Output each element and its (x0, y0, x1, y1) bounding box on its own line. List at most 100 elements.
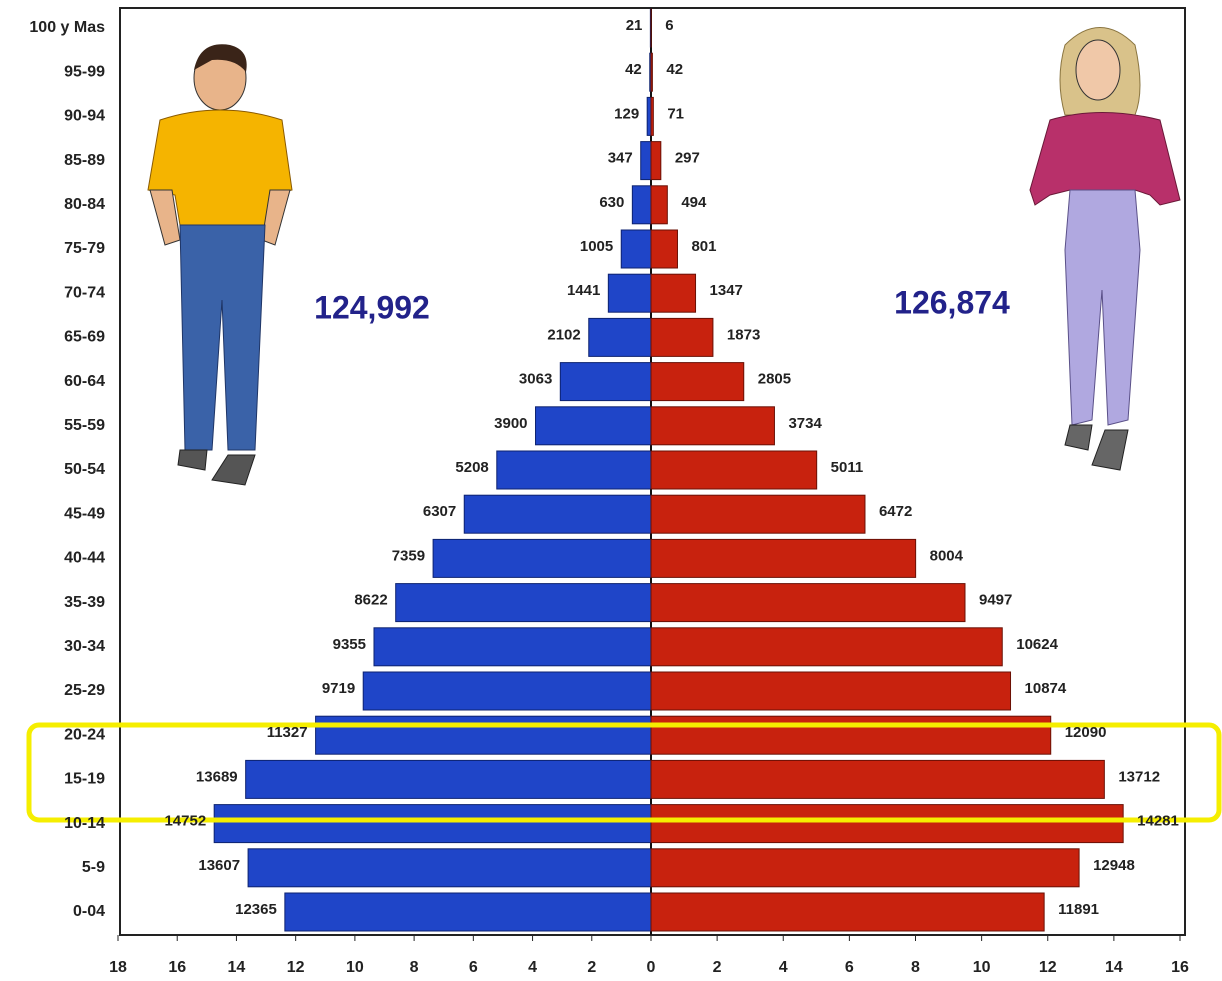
female-bar (650, 804, 1124, 844)
x-tick-label: 18 (109, 959, 127, 976)
female-value-label: 42 (666, 61, 683, 78)
female-bar (650, 450, 818, 490)
category-label: 10-14 (64, 815, 105, 832)
female-bar (650, 185, 668, 225)
category-label: 75-79 (64, 240, 105, 257)
category-label: 95-99 (64, 63, 105, 80)
female-value-label: 5011 (831, 459, 864, 476)
x-tick-label: 4 (528, 959, 537, 976)
female-bar (650, 141, 662, 181)
male-value-label: 6307 (423, 503, 456, 520)
category-label: 25-29 (64, 682, 105, 699)
category-label: 50-54 (64, 461, 105, 478)
male-total: 124,992 (314, 289, 430, 325)
female-bar (650, 96, 654, 136)
male-bar (247, 848, 652, 888)
female-value-label: 9497 (979, 592, 1012, 609)
male-value-label: 9719 (322, 680, 355, 697)
female-bar (650, 362, 745, 402)
category-label: 15-19 (64, 771, 105, 788)
category-label: 30-34 (64, 638, 105, 655)
male-value-label: 129 (614, 105, 639, 122)
category-label: 60-64 (64, 373, 105, 390)
male-bar (620, 229, 652, 269)
male-bar (559, 362, 652, 402)
male-value-label: 1005 (580, 238, 613, 255)
male-value-label: 42 (625, 61, 642, 78)
female-value-label: 801 (691, 238, 716, 255)
female-bar (650, 671, 1012, 711)
x-tick-label: 12 (1039, 959, 1057, 976)
female-bar (650, 229, 678, 269)
category-label: 45-49 (64, 505, 105, 522)
female-value-label: 14281 (1137, 813, 1179, 830)
category-label: 35-39 (64, 594, 105, 611)
male-value-label: 13607 (198, 857, 240, 874)
x-tick-label: 12 (287, 959, 305, 976)
category-label: 0-04 (73, 903, 105, 920)
male-value-label: 3063 (519, 371, 552, 388)
male-value-label: 9355 (333, 636, 366, 653)
male-value-label: 13689 (196, 768, 238, 785)
male-value-label: 5208 (455, 459, 488, 476)
female-bar (650, 494, 866, 534)
x-tick-label: 10 (973, 959, 991, 976)
female-value-label: 3734 (788, 415, 822, 432)
male-value-label: 7359 (392, 547, 425, 564)
female-value-label: 1873 (727, 326, 760, 343)
category-label: 100 y Mas (29, 19, 105, 36)
category-label: 5-9 (82, 859, 105, 876)
female-value-label: 10624 (1016, 636, 1058, 653)
x-tick-label: 14 (1105, 959, 1123, 976)
bars (213, 8, 1124, 932)
category-label: 20-24 (64, 726, 105, 743)
female-value-label: 12090 (1065, 724, 1107, 741)
male-bar (631, 185, 652, 225)
male-value-label: 1441 (567, 282, 600, 299)
female-value-label: 71 (667, 105, 684, 122)
x-tick-label: 2 (713, 959, 722, 976)
male-bar (362, 671, 652, 711)
male-value-label: 12365 (235, 901, 277, 918)
male-bar (535, 406, 652, 446)
male-value-label: 8622 (354, 592, 387, 609)
male-bar (315, 715, 652, 755)
female-total: 126,874 (894, 284, 1010, 320)
male-value-label: 11327 (267, 724, 308, 741)
female-value-label: 8004 (930, 547, 964, 564)
category-label: 55-59 (64, 417, 105, 434)
x-tick-label: 8 (911, 959, 920, 976)
x-tick-label: 0 (647, 959, 656, 976)
male-bar (588, 317, 652, 357)
male-value-label: 3900 (494, 415, 527, 432)
male-value-label: 2102 (547, 326, 580, 343)
female-bar (650, 715, 1052, 755)
category-label: 80-84 (64, 196, 105, 213)
male-bar (463, 494, 652, 534)
man-figure (147, 44, 293, 486)
x-tick-label: 16 (1171, 959, 1189, 976)
male-bar (646, 96, 652, 136)
male-value-label: 14752 (164, 813, 206, 830)
female-value-label: 13712 (1118, 768, 1160, 785)
male-bar (496, 450, 652, 490)
male-bar (373, 627, 652, 667)
male-value-label: 347 (608, 150, 633, 167)
female-bar (650, 538, 917, 578)
female-bar (650, 317, 714, 357)
female-value-label: 297 (675, 150, 700, 167)
female-bar (650, 627, 1003, 667)
x-tick-label: 16 (168, 959, 186, 976)
x-tick-label: 8 (410, 959, 419, 976)
male-bar (213, 804, 652, 844)
female-value-label: 10874 (1025, 680, 1067, 697)
female-bar (650, 892, 1045, 932)
male-bar (640, 141, 652, 181)
male-bar (245, 759, 652, 799)
male-bar (432, 538, 652, 578)
female-bar (650, 406, 775, 446)
x-tick-label: 10 (346, 959, 364, 976)
female-bar (650, 848, 1080, 888)
x-tick-label: 14 (228, 959, 246, 976)
